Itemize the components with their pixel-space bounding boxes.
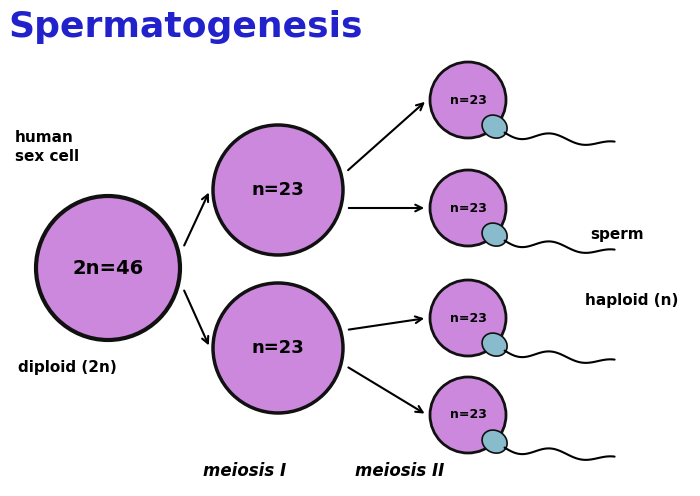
- Text: sperm: sperm: [590, 228, 643, 243]
- Text: n=23: n=23: [251, 181, 304, 199]
- Text: human
sex cell: human sex cell: [15, 130, 79, 164]
- Circle shape: [430, 62, 506, 138]
- Text: haploid (n): haploid (n): [585, 293, 678, 308]
- Text: diploid (2n): diploid (2n): [18, 360, 117, 375]
- Circle shape: [36, 196, 180, 340]
- Text: n=23: n=23: [449, 409, 486, 422]
- Text: n=23: n=23: [449, 94, 486, 107]
- Text: n=23: n=23: [449, 311, 486, 324]
- Ellipse shape: [482, 115, 507, 138]
- Ellipse shape: [482, 333, 507, 356]
- Text: n=23: n=23: [449, 201, 486, 214]
- Circle shape: [213, 125, 343, 255]
- Text: meiosis I: meiosis I: [204, 462, 286, 480]
- Circle shape: [213, 283, 343, 413]
- Ellipse shape: [482, 430, 507, 453]
- Text: meiosis II: meiosis II: [356, 462, 444, 480]
- Text: 2n=46: 2n=46: [72, 258, 144, 277]
- Text: n=23: n=23: [251, 339, 304, 357]
- Circle shape: [430, 280, 506, 356]
- Circle shape: [430, 170, 506, 246]
- Text: Spermatogenesis: Spermatogenesis: [8, 10, 363, 44]
- Ellipse shape: [482, 223, 507, 246]
- Circle shape: [430, 377, 506, 453]
